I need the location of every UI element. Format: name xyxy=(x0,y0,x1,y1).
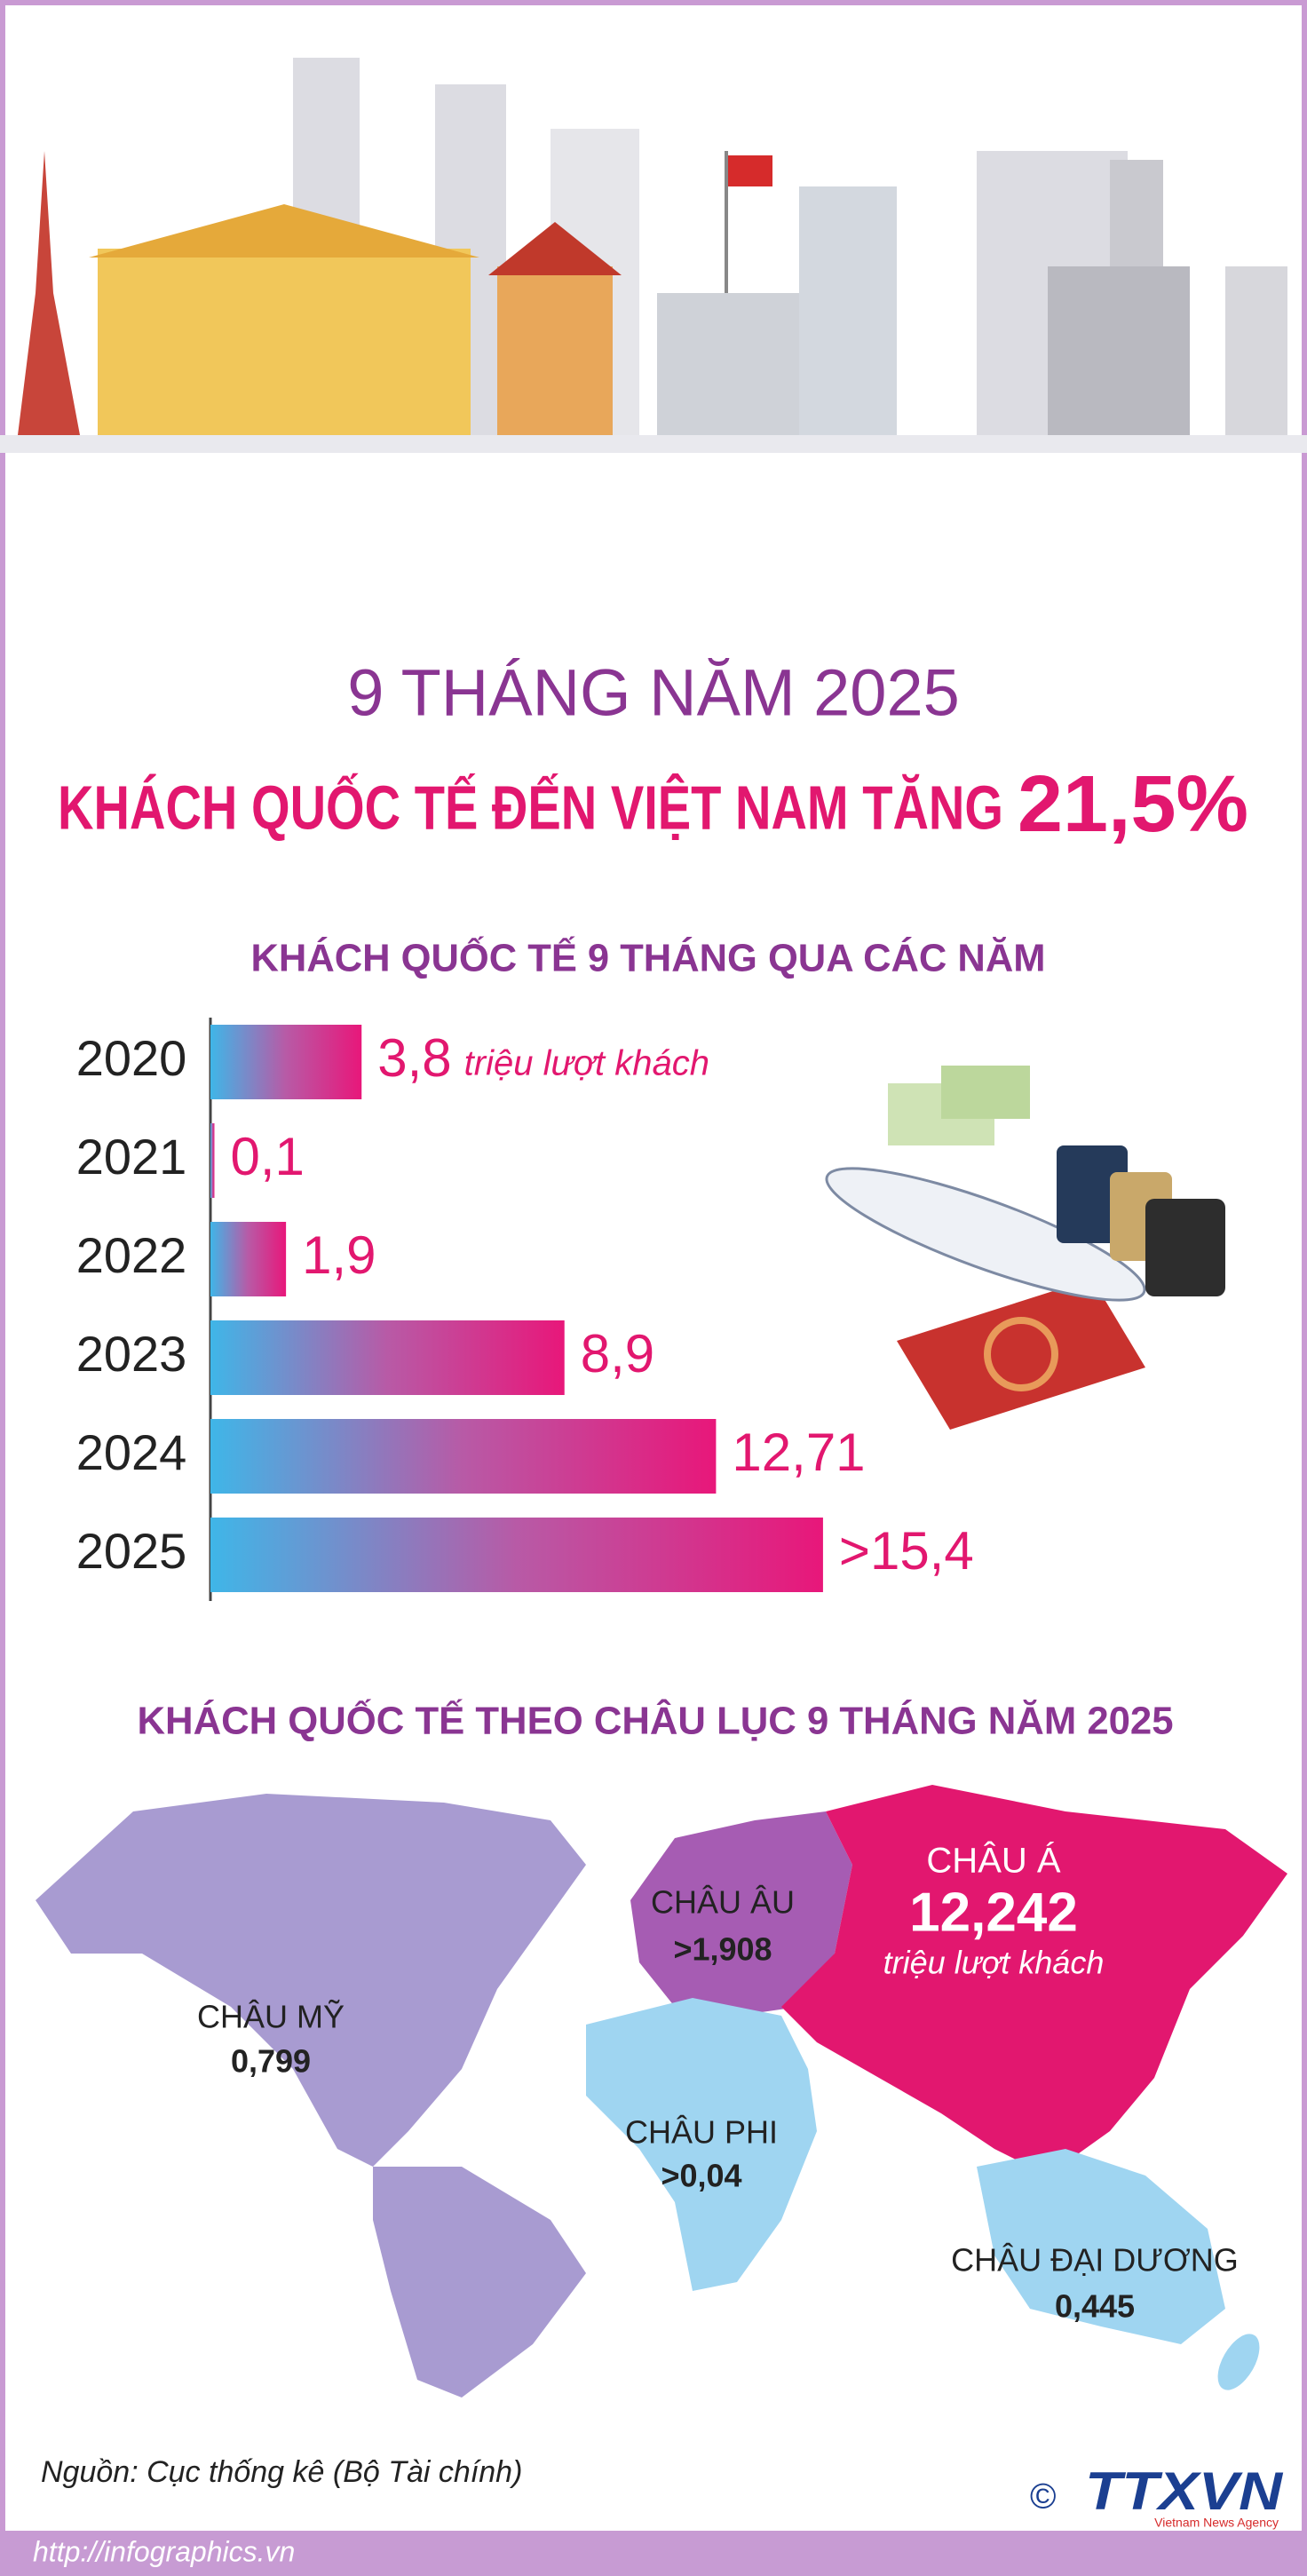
logo: TTXVN xyxy=(1085,2461,1284,2521)
region-unit: triệu lượt khách xyxy=(883,1945,1105,1981)
map-labels: CHÂU MỸ 0,799 CHÂU ÂU >1,908 CHÂU Á 12,2… xyxy=(197,1841,1239,2325)
bar xyxy=(210,1222,287,1296)
region-value: >0,04 xyxy=(661,2158,741,2194)
region-value: 12,242 xyxy=(909,1882,1078,1943)
bar xyxy=(210,1123,215,1198)
source: Nguồn: Cục thống kê (Bộ Tài chính) xyxy=(41,2455,522,2489)
footer-band xyxy=(0,2531,1307,2576)
category-label: 2021 xyxy=(76,1129,187,1185)
category-label: 2022 xyxy=(76,1227,187,1283)
region-name: CHÂU ÂU xyxy=(651,1884,795,1921)
region-value: 0,445 xyxy=(1055,2288,1135,2325)
value-label: 12,71 xyxy=(732,1423,865,1482)
category-label: 2020 xyxy=(76,1030,187,1086)
category-label: 2024 xyxy=(76,1424,187,1480)
region-name: CHÂU Á xyxy=(926,1841,1060,1881)
chart-title: KHÁCH QUỐC TẾ 9 THÁNG QUA CÁC NĂM xyxy=(251,935,1046,980)
header-highlight: 21,5% xyxy=(1018,760,1248,849)
bar xyxy=(210,1320,565,1395)
bar xyxy=(210,1518,823,1592)
category-label: 2023 xyxy=(76,1326,187,1382)
travel-illustration xyxy=(825,1066,1225,1430)
value-label: 0,1 xyxy=(230,1127,304,1186)
bar xyxy=(210,1419,717,1494)
value-label: >15,4 xyxy=(839,1521,974,1581)
region-value: >1,908 xyxy=(673,1931,772,1968)
region-name: CHÂU ĐẠI DƯƠNG xyxy=(951,2242,1239,2279)
bar xyxy=(210,1025,362,1099)
header-subtitle: KHÁCH QUỐC TẾ ĐẾN VIỆT NAM TĂNG xyxy=(58,772,1003,842)
unit-annotation: triệu lượt khách xyxy=(464,1044,709,1083)
value-label: 8,9 xyxy=(581,1324,654,1383)
agency: Vietnam News Agency xyxy=(1154,2516,1279,2530)
value-label: 1,9 xyxy=(302,1225,376,1285)
header-title: 9 THÁNG NĂM 2025 xyxy=(347,656,960,730)
bar-chart: 2020 3,8 triệu lượt khách 2021 0,1 2022 1,9 202… xyxy=(76,1018,974,1601)
url[interactable]: http://infographics.vn xyxy=(33,2535,295,2567)
region-name: CHÂU MỸ xyxy=(197,1999,345,2035)
city-illustration xyxy=(0,58,1307,453)
map-title: KHÁCH QUỐC TẾ THEO CHÂU LỤC 9 THÁNG NĂM … xyxy=(138,1698,1174,1743)
world-map xyxy=(36,1785,1287,2398)
copyright: © xyxy=(1030,2477,1056,2517)
region-name: CHÂU PHI xyxy=(625,2114,778,2151)
category-label: 2025 xyxy=(76,1523,187,1579)
region-value: 0,799 xyxy=(231,2043,311,2080)
value-label: 3,8 xyxy=(377,1028,451,1088)
